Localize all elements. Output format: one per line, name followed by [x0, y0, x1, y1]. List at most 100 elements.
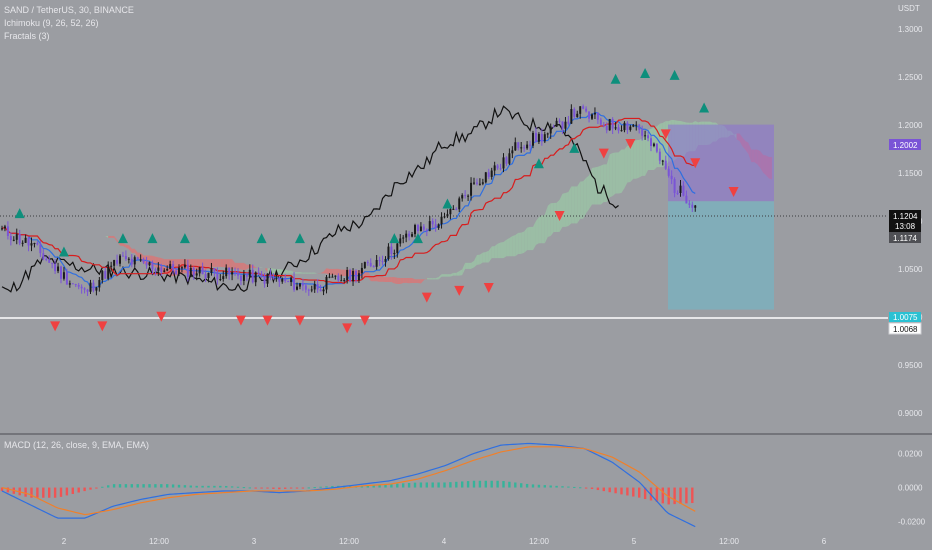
cloud-segment — [125, 244, 129, 250]
macd-histogram-bar — [608, 487, 611, 493]
candle-body — [688, 203, 691, 205]
cloud-segment — [612, 152, 616, 196]
macd-histogram-bar — [183, 485, 187, 488]
cloud-segment — [155, 256, 159, 270]
candle-body — [546, 133, 549, 135]
cloud-segment — [264, 268, 268, 273]
cloud-segment — [426, 278, 430, 280]
macd-histogram-bar — [325, 486, 328, 488]
candle-body — [416, 225, 419, 232]
symbol-title[interactable]: SAND / TetherUS, 30, BINANCE — [4, 5, 134, 15]
macd-histogram-bar — [189, 485, 192, 488]
macd-histogram-bar — [95, 487, 98, 489]
macd-histogram-bar — [496, 480, 499, 488]
macd-histogram-bar — [136, 484, 139, 488]
candle-body — [101, 271, 104, 281]
cloud-segment — [305, 272, 309, 274]
cloud-segment — [515, 232, 519, 257]
cloud-segment — [530, 226, 533, 251]
macd-histogram-bar — [472, 480, 476, 488]
macd-axis[interactable]: 0.0200 0.0000 -0.0200 — [898, 450, 926, 527]
cloud-segment — [494, 243, 498, 259]
macd-histogram-bar — [260, 487, 263, 489]
fractal-down-marker — [294, 315, 305, 326]
time-axis[interactable]: 2 12:00 3 12:00 4 12:00 5 12:00 6 — [62, 537, 827, 546]
macd-histogram-bar — [166, 484, 169, 488]
fractal-up-marker — [117, 233, 128, 244]
macd-histogram-bar — [614, 487, 617, 494]
candle-body — [431, 221, 434, 225]
fractal-up-marker — [569, 142, 580, 153]
macd-histogram-bar — [437, 482, 440, 488]
macd-histogram-bar — [24, 487, 27, 497]
candle-body — [428, 221, 431, 231]
candle-body — [496, 165, 499, 169]
candle-body — [505, 157, 508, 164]
cloud-segment — [438, 274, 442, 280]
fractal-down-marker — [660, 129, 671, 140]
macd-histogram-bar — [272, 487, 275, 489]
candle-body — [189, 268, 192, 277]
candle-body — [650, 138, 652, 146]
cloud-segment — [391, 277, 395, 284]
cloud-segment — [341, 269, 345, 277]
stop-level-tag — [889, 312, 921, 322]
candle-body — [12, 239, 15, 241]
cloud-segment — [409, 277, 413, 284]
fractal-up-marker — [669, 69, 680, 80]
cloud-segment — [482, 251, 486, 263]
fractal-up-marker — [14, 208, 25, 219]
cloud-segment — [220, 259, 224, 268]
cloud-segment — [229, 259, 233, 269]
cloud-segment — [465, 262, 469, 269]
cloud-segment — [394, 277, 398, 284]
candle-body — [372, 266, 375, 268]
macd-histogram-bar — [284, 487, 287, 489]
macd-histogram-bar — [520, 483, 523, 488]
candle-body — [204, 274, 207, 278]
candle-body — [567, 121, 570, 124]
ichimoku-legend[interactable]: Ichimoku (9, 26, 52, 26) — [4, 18, 99, 28]
position-tool[interactable] — [668, 124, 774, 310]
cloud-segment — [538, 215, 542, 244]
fractal-up-marker — [610, 73, 621, 84]
cloud-segment — [261, 266, 265, 269]
fractal-up-marker — [533, 158, 544, 169]
candle-body — [39, 244, 42, 254]
cloud-segment — [606, 154, 610, 203]
fractals-legend[interactable]: Fractals (3) — [4, 31, 50, 41]
candle-body — [349, 270, 352, 282]
candle-body — [529, 144, 532, 146]
candle-body — [543, 134, 546, 142]
macd-legend[interactable]: MACD (12, 26, close, 9, EMA, EMA) — [4, 440, 150, 450]
macd-histogram-bar — [449, 482, 452, 488]
candle-body — [110, 265, 113, 267]
position-stop-zone[interactable] — [668, 201, 774, 310]
cloud-segment — [592, 167, 595, 205]
macd-histogram-bar — [413, 482, 417, 488]
cloud-segment — [208, 259, 212, 268]
candle-body — [534, 132, 537, 142]
macd-histogram-bar — [567, 486, 570, 488]
cloud-segment — [240, 262, 244, 271]
position-top-tag — [889, 139, 921, 150]
cloud-segment — [131, 248, 135, 253]
macd-histogram-bar — [295, 487, 299, 489]
candle-body — [667, 168, 670, 176]
candle-body — [611, 118, 614, 129]
fractal-down-marker — [156, 311, 167, 322]
macd-histogram-bar — [331, 485, 334, 488]
macd-histogram-bar — [579, 487, 582, 489]
candle-body — [464, 195, 467, 197]
cloud-segment — [476, 254, 480, 265]
cloud-segment — [624, 145, 628, 189]
candle-body — [540, 133, 543, 142]
cloud-segment — [618, 149, 622, 194]
cloud-segment — [214, 259, 218, 267]
macd-histogram-bar — [685, 487, 688, 504]
cloud-segment — [400, 277, 404, 284]
cloud-segment — [285, 269, 289, 274]
macd-tick-label: 0.0000 — [898, 484, 923, 493]
candle-body — [414, 225, 416, 235]
